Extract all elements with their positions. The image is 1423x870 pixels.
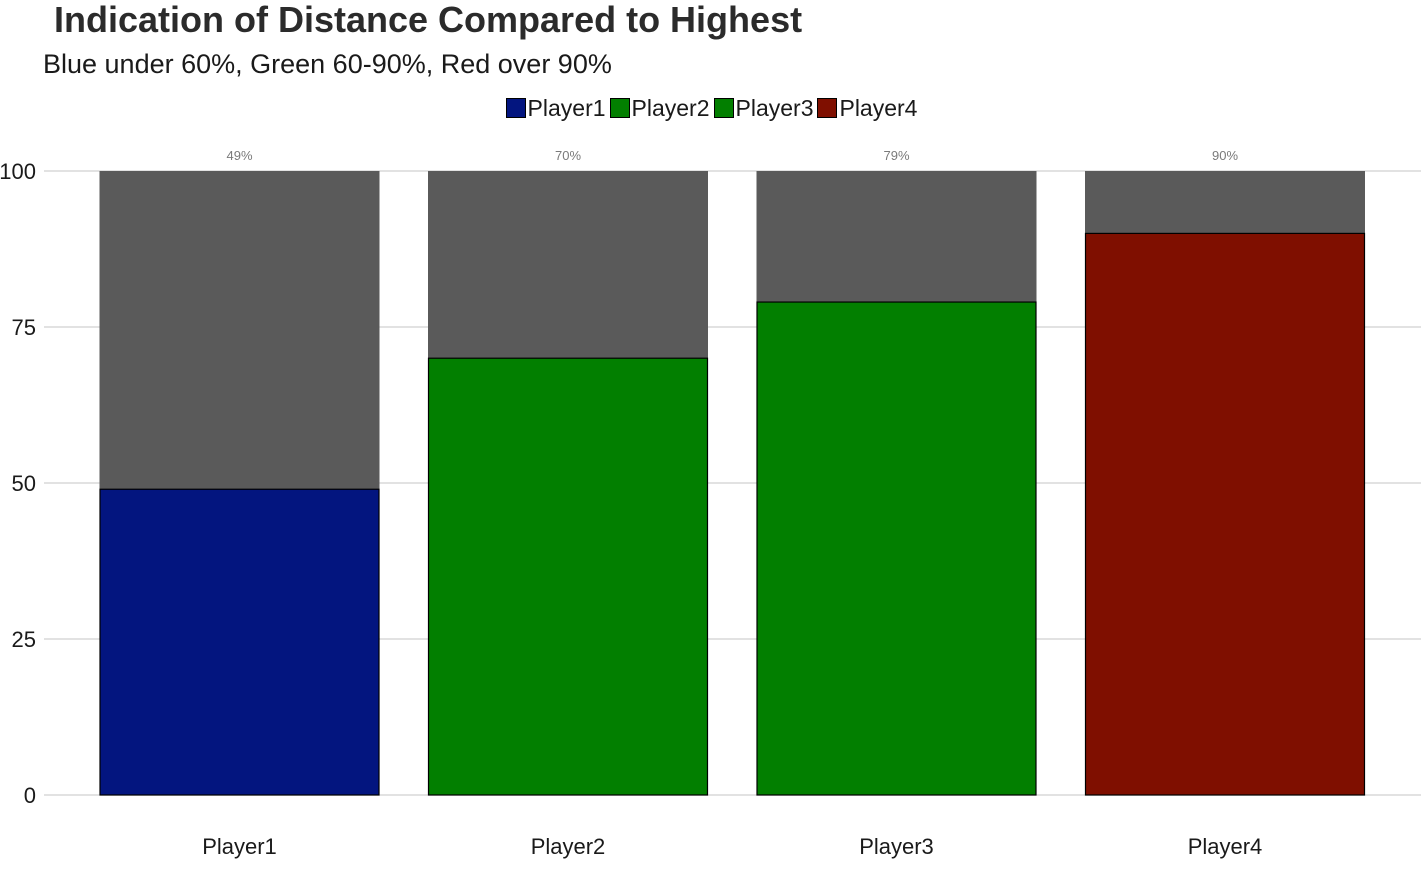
legend-key <box>609 98 630 118</box>
x-tick-label: Player1 <box>202 834 277 859</box>
legend-label: Player3 <box>735 95 814 121</box>
legend-item: Player3 <box>713 95 814 121</box>
value-bar <box>756 301 1037 796</box>
y-tick-label: 25 <box>12 627 36 652</box>
legend-item: Player4 <box>817 95 917 121</box>
legend-label: Player4 <box>839 95 918 121</box>
data-label: 79% <box>883 148 909 163</box>
chart-title: Indication of Distance Compared to Highe… <box>54 0 803 40</box>
data-label: 70% <box>555 148 581 163</box>
legend-label: Player1 <box>527 95 606 121</box>
x-tick-label: Player3 <box>859 834 934 859</box>
data-label: 90% <box>1212 148 1238 163</box>
data-label: 49% <box>226 148 252 163</box>
legend-item: Player1 <box>505 95 606 121</box>
legend-label: Player2 <box>631 95 710 121</box>
legend-key <box>817 98 838 118</box>
legend-key <box>505 98 526 118</box>
legend: Player1 Player2 Player3 Player4 <box>0 94 1423 122</box>
y-tick-label: 50 <box>12 471 36 496</box>
value-bar <box>427 357 709 796</box>
y-tick-label: 0 <box>24 783 36 808</box>
y-tick-label: 75 <box>12 315 36 340</box>
legend-item: Player2 <box>609 95 710 121</box>
legend-key <box>713 98 734 118</box>
y-tick-label: 100 <box>0 159 36 184</box>
x-tick-label: Player2 <box>531 834 606 859</box>
value-bar <box>1084 232 1366 796</box>
value-bar <box>99 488 380 796</box>
x-tick-label: Player4 <box>1188 834 1263 859</box>
chart-subtitle: Blue under 60%, Green 60-90%, Red over 9… <box>43 49 612 79</box>
